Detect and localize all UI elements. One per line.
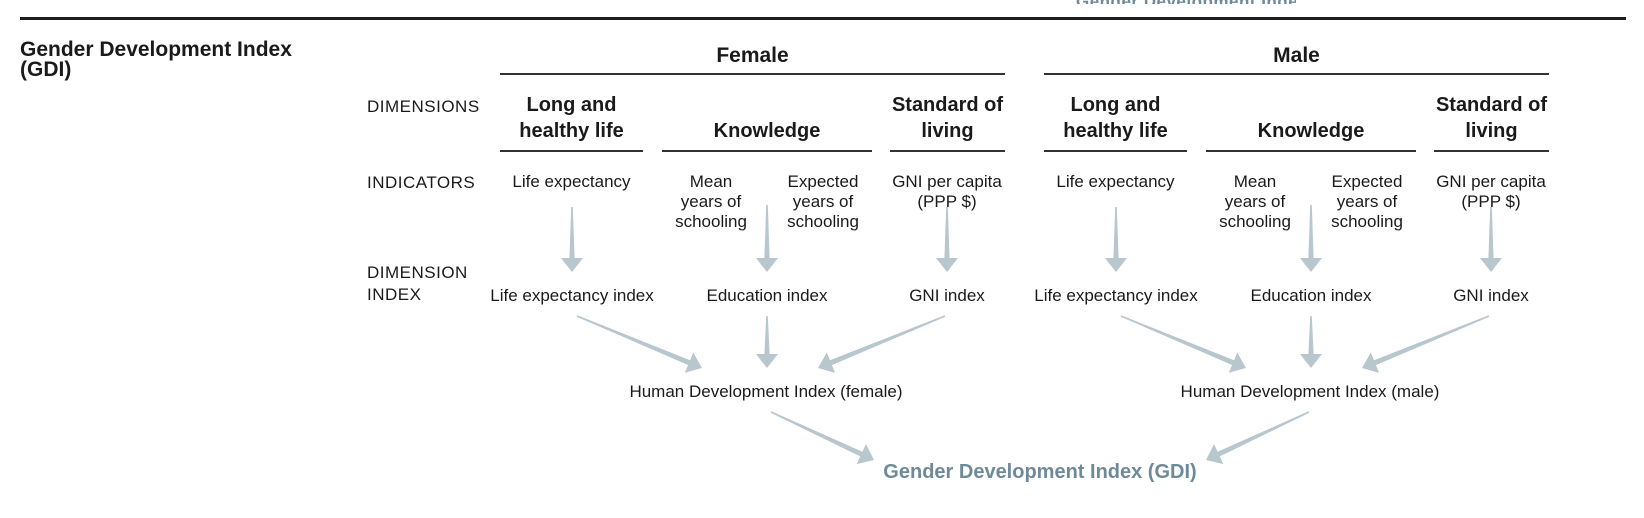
dimension-standard-of-living: Standard of living [891,94,1004,142]
dimension-rule [500,150,643,152]
previous-section-title-cut: Gender Development Index (GDI) [1076,0,1296,4]
female-arrow-education-index-to-hdi [756,316,778,368]
female-arrow-gni [936,207,958,272]
male-arrow-education-index-to-hdi [1300,316,1322,368]
male-arrow-life-index-to-hdi [1120,315,1246,373]
group-title-female: Female [716,44,789,67]
male-arrow-gni [1480,207,1502,272]
row-label-dimensions: DIMENSIONS [367,97,480,116]
dimension-long-healthy-life: Long and healthy life [1063,94,1168,142]
index-life-expectancy: Life expectancy index [490,286,654,305]
dimension-rule [1434,150,1549,152]
indicator-life-expectancy: Life expectancy [512,172,631,191]
section-title: Gender Development Index (GDI) [20,38,292,81]
gdi-result: Gender Development Index (GDI) [883,461,1197,483]
dimension-standard-of-living: Standard of living [1435,94,1548,142]
index-education: Education index [1250,286,1372,305]
indicator-life-expectancy: Life expectancy [1056,172,1175,191]
group-rule-male [1044,73,1549,75]
row-label-indicators: INDICATORS [367,173,476,192]
dimension-rule [1044,150,1187,152]
index-gni: GNI index [909,286,985,305]
group-rule-female [500,73,1005,75]
indicator-mean-years-schooling: Mean years of schooling [675,172,747,231]
top-rule [20,17,1626,20]
female-arrow-education [756,205,778,272]
index-gni: GNI index [1453,286,1529,305]
male-arrow-education [1300,205,1322,272]
dimension-rule [1206,150,1416,152]
indicator-gni-per-capita: GNI per capita (PPP $) [1436,172,1546,211]
dimension-rule [662,150,872,152]
dimension-knowledge: Knowledge [713,120,821,142]
indicator-mean-years-schooling: Mean years of schooling [1219,172,1291,231]
dimension-rule [890,150,1005,152]
arrow-female-hdi-to-gdi [770,411,874,465]
dimension-long-healthy-life: Long and healthy life [519,94,624,142]
female-arrow-gni-index-to-hdi [818,315,946,373]
index-education: Education index [706,286,828,305]
male-arrow-life-expectancy [1105,207,1127,272]
indicator-expected-years-schooling: Expected years of schooling [787,172,859,231]
arrow-male-hdi-to-gdi [1206,411,1310,465]
hdi-male: Human Development Index (male) [1180,382,1440,401]
male-arrow-gni-index-to-hdi [1362,315,1490,373]
row-label-dimension-index: DIMENSION INDEX [367,263,468,304]
dimension-knowledge: Knowledge [1257,120,1365,142]
female-arrow-life-index-to-hdi [576,315,702,373]
indicator-gni-per-capita: GNI per capita (PPP $) [892,172,1002,211]
hdi-female: Human Development Index (female) [629,382,903,401]
index-life-expectancy: Life expectancy index [1034,286,1198,305]
indicator-expected-years-schooling: Expected years of schooling [1331,172,1403,231]
female-arrow-life-expectancy [561,207,583,272]
group-title-male: Male [1273,44,1320,67]
